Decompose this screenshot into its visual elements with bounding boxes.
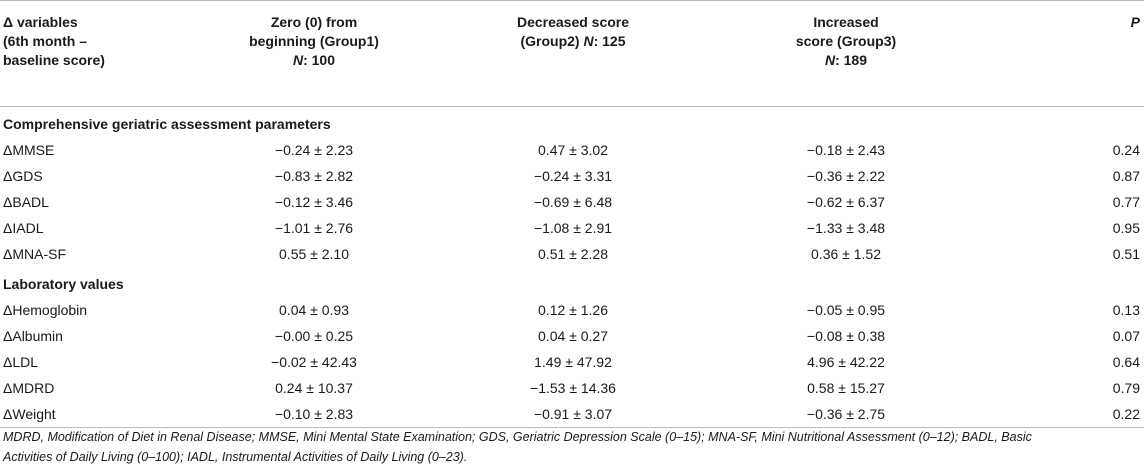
header-variables-line2: (6th month –	[3, 33, 87, 49]
row-variable: ΔHemoglobin	[3, 302, 88, 318]
row-variable: ΔBADL	[3, 194, 49, 210]
header-p: P	[988, 0, 1144, 107]
header-group2-line2: (Group2)	[520, 33, 584, 49]
header-group1-n-label: N	[292, 52, 304, 68]
header-group3-line1: Increased	[813, 14, 879, 30]
cell-group1: −0.12 ± 3.46	[274, 194, 354, 210]
header-group2-n-label: N	[583, 33, 594, 49]
cell-group3: 4.96 ± 42.22	[807, 354, 885, 370]
cell-group1: −0.83 ± 2.82	[274, 168, 354, 184]
cell-p: 0.22	[988, 401, 1144, 428]
table-row: ΔHemoglobin 0.04 ± 0.93 0.12 ± 1.26 −0.0…	[0, 297, 1144, 323]
cell-group2: 1.49 ± 47.92	[534, 354, 612, 370]
cell-group3: −0.36 ± 2.75	[704, 401, 988, 428]
row-variable: ΔMNA-SF	[3, 246, 67, 262]
header-row: Δ variables (6th month – baseline score)…	[0, 0, 1144, 107]
table-row: ΔMMSE −0.24 ± 2.23 0.47 ± 3.02 −0.18 ± 2…	[0, 137, 1144, 163]
header-p-label: P	[1130, 14, 1140, 30]
table-row: ΔIADL −1.01 ± 2.76 −1.08 ± 2.91 −1.33 ± …	[0, 215, 1144, 241]
header-group3: Increased score (Group3) N: 189	[704, 0, 988, 107]
row-variable: ΔMDRD	[3, 380, 55, 396]
table-footnote: MDRD, Modification of Diet in Renal Dise…	[3, 427, 1141, 467]
cell-group2: −1.53 ± 14.36	[530, 380, 616, 396]
cell-p: 0.07	[1112, 328, 1140, 344]
cell-group2: 0.04 ± 0.27	[538, 328, 608, 344]
cell-group3: −0.62 ± 6.37	[806, 194, 886, 210]
cell-p: 0.13	[1112, 302, 1140, 318]
table-row: ΔBADL −0.12 ± 3.46 −0.69 ± 6.48 −0.62 ± …	[0, 189, 1144, 215]
header-group1: Zero (0) from beginning (Group1) N: 100	[186, 0, 442, 107]
cell-p: 0.95	[1112, 220, 1140, 236]
section-row: Laboratory values	[0, 267, 1144, 297]
cell-p: 0.24	[1112, 142, 1140, 158]
footnote-line2: Activities of Daily Living (0–100); IADL…	[3, 450, 468, 464]
cell-group2: −0.69 ± 6.48	[533, 194, 613, 210]
header-group1-n-value: : 100	[303, 52, 336, 68]
row-variable: ΔLDL	[3, 354, 39, 370]
cell-p: 0.77	[1112, 194, 1140, 210]
cell-group2: 0.47 ± 3.02	[538, 142, 608, 158]
cell-group1: 0.55 ± 2.10	[279, 246, 349, 262]
table-row: ΔGDS −0.83 ± 2.82 −0.24 ± 3.31 −0.36 ± 2…	[0, 163, 1144, 189]
cell-p: 0.87	[1112, 168, 1140, 184]
header-variables-line1: Δ variables	[3, 14, 78, 30]
cell-group3: 0.58 ± 15.27	[807, 380, 885, 396]
cell-group3: −0.05 ± 0.95	[806, 302, 886, 318]
row-variable: ΔWeight	[0, 401, 186, 428]
cell-group3: −0.18 ± 2.43	[806, 142, 886, 158]
section-title: Laboratory values	[3, 276, 124, 292]
table-row: ΔLDL −0.02 ± 42.43 1.49 ± 47.92 4.96 ± 4…	[0, 349, 1144, 375]
header-group1-line1: Zero (0) from	[270, 14, 358, 30]
cell-group1: −0.24 ± 2.23	[274, 142, 354, 158]
cell-group1: 0.04 ± 0.93	[279, 302, 349, 318]
section-title: Comprehensive geriatric assessment param…	[3, 116, 331, 132]
header-group2-line1: Decreased score	[516, 14, 630, 30]
header-group3-line2: score (Group3)	[795, 33, 897, 49]
cell-group3: −0.08 ± 0.38	[806, 328, 886, 344]
header-group3-n-label: N	[824, 52, 836, 68]
cell-group1: −0.10 ± 2.83	[186, 401, 442, 428]
row-variable: ΔMMSE	[3, 142, 55, 158]
cell-group1: −0.02 ± 42.43	[271, 354, 357, 370]
header-group1-line2: beginning (Group1)	[249, 33, 379, 49]
results-table: Δ variables (6th month – baseline score)…	[0, 0, 1144, 428]
cell-group3: −0.36 ± 2.22	[806, 168, 886, 184]
header-group3-n-value: : 189	[835, 52, 868, 68]
cell-group3: 0.36 ± 1.52	[811, 246, 881, 262]
row-variable: ΔIADL	[3, 220, 44, 236]
header-variables: Δ variables (6th month – baseline score)	[0, 0, 186, 107]
table-row: ΔWeight −0.10 ± 2.83 −0.91 ± 3.07 −0.36 …	[0, 401, 1144, 428]
cell-group2: 0.12 ± 1.26	[538, 302, 608, 318]
header-group2-n-value: : 125	[593, 33, 626, 49]
row-variable: ΔAlbumin	[3, 328, 63, 344]
cell-p: 0.79	[1112, 380, 1140, 396]
cell-group2: 0.51 ± 2.28	[538, 246, 608, 262]
cell-group2: −0.24 ± 3.31	[533, 168, 613, 184]
section-row: Comprehensive geriatric assessment param…	[0, 107, 1144, 138]
cell-group1: −1.01 ± 2.76	[274, 220, 354, 236]
cell-p: 0.64	[1112, 354, 1140, 370]
table-row: ΔMNA-SF 0.55 ± 2.10 0.51 ± 2.28 0.36 ± 1…	[0, 241, 1144, 267]
footnote-line1: MDRD, Modification of Diet in Renal Dise…	[3, 430, 1032, 444]
table-row: ΔMDRD 0.24 ± 10.37 −1.53 ± 14.36 0.58 ± …	[0, 375, 1144, 401]
cell-p: 0.51	[1112, 246, 1140, 262]
cell-group1: 0.24 ± 10.37	[275, 380, 353, 396]
cell-group1: −0.00 ± 0.25	[274, 328, 354, 344]
table-row: ΔAlbumin −0.00 ± 0.25 0.04 ± 0.27 −0.08 …	[0, 323, 1144, 349]
cell-group2: −1.08 ± 2.91	[533, 220, 613, 236]
cell-group2: −0.91 ± 3.07	[442, 401, 704, 428]
header-variables-line3: baseline score)	[3, 52, 105, 68]
header-group2: Decreased score (Group2) N: 125	[442, 0, 704, 107]
row-variable: ΔGDS	[3, 168, 43, 184]
cell-group3: −1.33 ± 3.48	[806, 220, 886, 236]
